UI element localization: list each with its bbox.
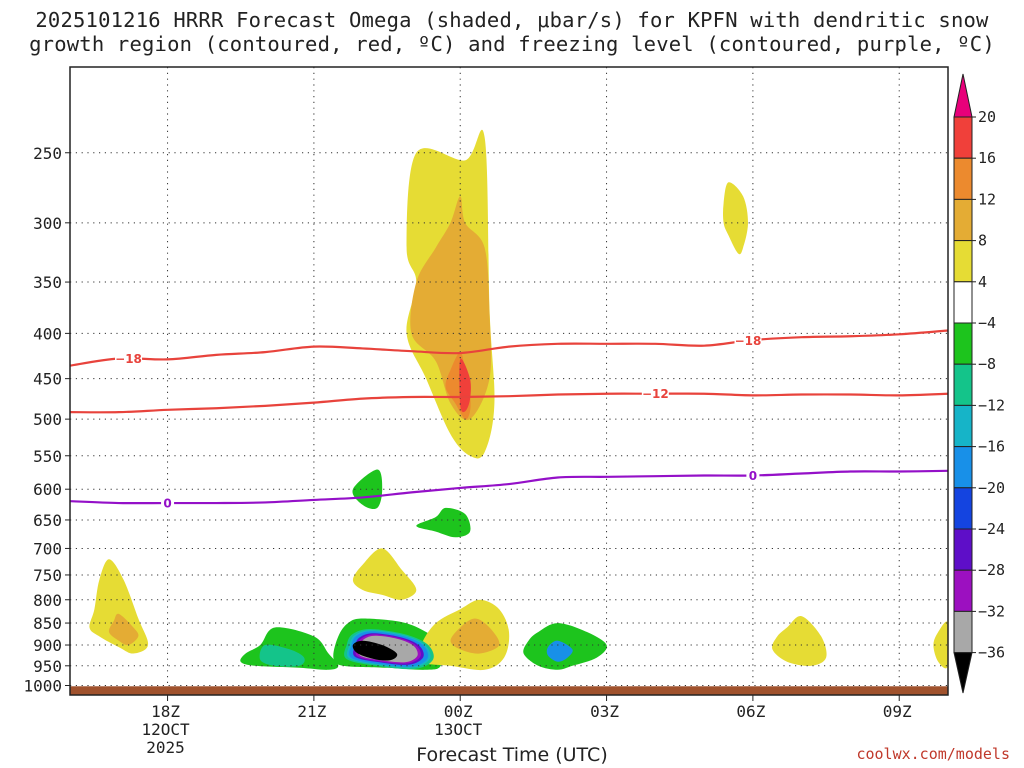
contour-label-1-2: −18 [735,334,762,348]
chart-title-line-2: growth region (contoured, red, ºC) and f… [29,32,995,56]
colorbar-label-1: 20 [978,108,996,126]
omega-shading-layer [89,129,948,671]
x-tick-label-09Z-1: 09Z [883,702,912,721]
colorbar-label-3: 12 [978,190,996,208]
colorbar-label-9: −16 [978,438,1005,456]
contour-label-bg [734,333,762,348]
y-tick-label-900: 900 [33,636,62,655]
colorbar-label-7: −8 [978,355,996,373]
terrain-bar [70,686,948,695]
omega-region-19 [546,640,573,662]
omega-colorbar: 20 16 12 8 4 −4 −8 −12 −16 −20 −24 −28 −32 −36 [953,73,1005,694]
source-credit[interactable]: coolwx.com/models [856,745,1010,763]
colorbar-swatch-12 [953,569,973,612]
colorbar-label-11: −24 [978,520,1005,538]
colorbar-label-4: 8 [978,232,987,250]
omega-core-center [352,640,398,661]
y-tick-label-800: 800 [33,591,62,610]
colorbar-swatch-10 [953,487,973,530]
x-tick-label-18Z-2: 12OCT [141,720,190,739]
colorbar-swatch-9 [953,446,973,489]
colorbar-bottom-triangle [953,652,973,694]
y-tick-label-750: 750 [33,566,62,585]
y-tick-label-950: 950 [33,657,62,676]
omega-region-2 [410,196,492,421]
x-tick-label-18Z-3: 2025 [146,738,185,757]
contour-line-3 [70,469,948,505]
y-tick-label-650: 650 [33,511,62,530]
y-tick-label-300: 300 [33,214,62,233]
omega-region-4 [459,358,471,413]
omega-region-20 [772,616,827,666]
chart-title-line-1: 2025101216 HRRR Forecast Omega (shaded, … [35,8,989,32]
x-tick-label-00Z-2: 13OCT [434,720,483,739]
y-tick-label-1000: 1000 [23,677,62,696]
colorbar-swatch-6 [953,322,973,365]
ground-bar [70,686,948,695]
y-tick-label-600: 600 [33,480,62,499]
contour-layer: −18 −18 −12 0 0 [70,329,948,511]
colorbar-label-12: −28 [978,561,1005,579]
y-tick-label-450: 450 [33,370,62,389]
contour-label-3-1: 0 [163,497,171,511]
colorbar-label-8: −12 [978,396,1005,414]
y-axis: 250 300 350 400 450 500 550 600 650 700 750 800 850 9… [23,144,70,696]
omega-region-13 [416,507,471,538]
y-tick-label-500: 500 [33,410,62,429]
colorbar-label-5: 4 [978,273,987,291]
x-tick-label-00Z-1: 00Z [444,702,473,721]
contour-label-bg [161,496,175,511]
colorbar-swatch-5 [953,281,973,324]
contour-label-2-1: −12 [642,387,669,401]
chart-title: 2025101216 HRRR Forecast Omega (shaded, … [0,8,1024,56]
colorbar-swatch-7 [953,363,973,406]
omega-region-7 [108,613,139,646]
colorbar-swatch-4 [953,240,973,283]
colorbar-label-13: −32 [978,602,1005,620]
plot-border [69,66,949,696]
colorbar-label-10: −20 [978,479,1005,497]
contour-label-bg [115,351,143,366]
colorbar-label-6: −4 [978,314,996,332]
contour-line-1 [70,329,948,367]
omega-region-5 [723,182,748,255]
y-tick-label-400: 400 [33,324,62,343]
contour-label-1-1: −18 [115,352,142,366]
colorbar-swatch-8 [953,404,973,448]
y-tick-label-550: 550 [33,447,62,466]
x-tick-label-21Z-1: 21Z [297,702,326,721]
x-tick-label-03Z-1: 03Z [590,702,619,721]
contour-label-bg [746,468,760,483]
colorbar-label-14: −36 [978,644,1005,662]
x-tick-label-06Z-1: 06Z [736,702,765,721]
y-tick-label-350: 350 [33,273,62,292]
omega-region-15 [352,548,417,600]
grid-lines [70,67,948,695]
x-axis-label: Forecast Time (UTC) [416,744,608,766]
contour-label-3-2: 0 [749,469,757,483]
colorbar-swatch-11 [953,528,973,571]
colorbar-label-2: 16 [978,149,996,167]
colorbar-top-triangle [953,73,973,118]
omega-region-9 [259,644,305,667]
colorbar-swatch-2 [953,157,973,200]
x-tick-label-18Z-1: 18Z [151,702,180,721]
colorbar-swatch-13 [953,610,973,654]
contour-line-2 [70,392,948,414]
omega-region-17 [450,618,500,654]
colorbar-swatch-1 [953,116,973,159]
colorbar-swatch-3 [953,198,973,242]
y-tick-label-850: 850 [33,614,62,633]
plot-frame [69,66,949,696]
y-tick-label-700: 700 [33,539,62,558]
contour-label-bg [641,386,669,401]
y-tick-label-250: 250 [33,144,62,163]
omega-region-14 [352,469,383,510]
